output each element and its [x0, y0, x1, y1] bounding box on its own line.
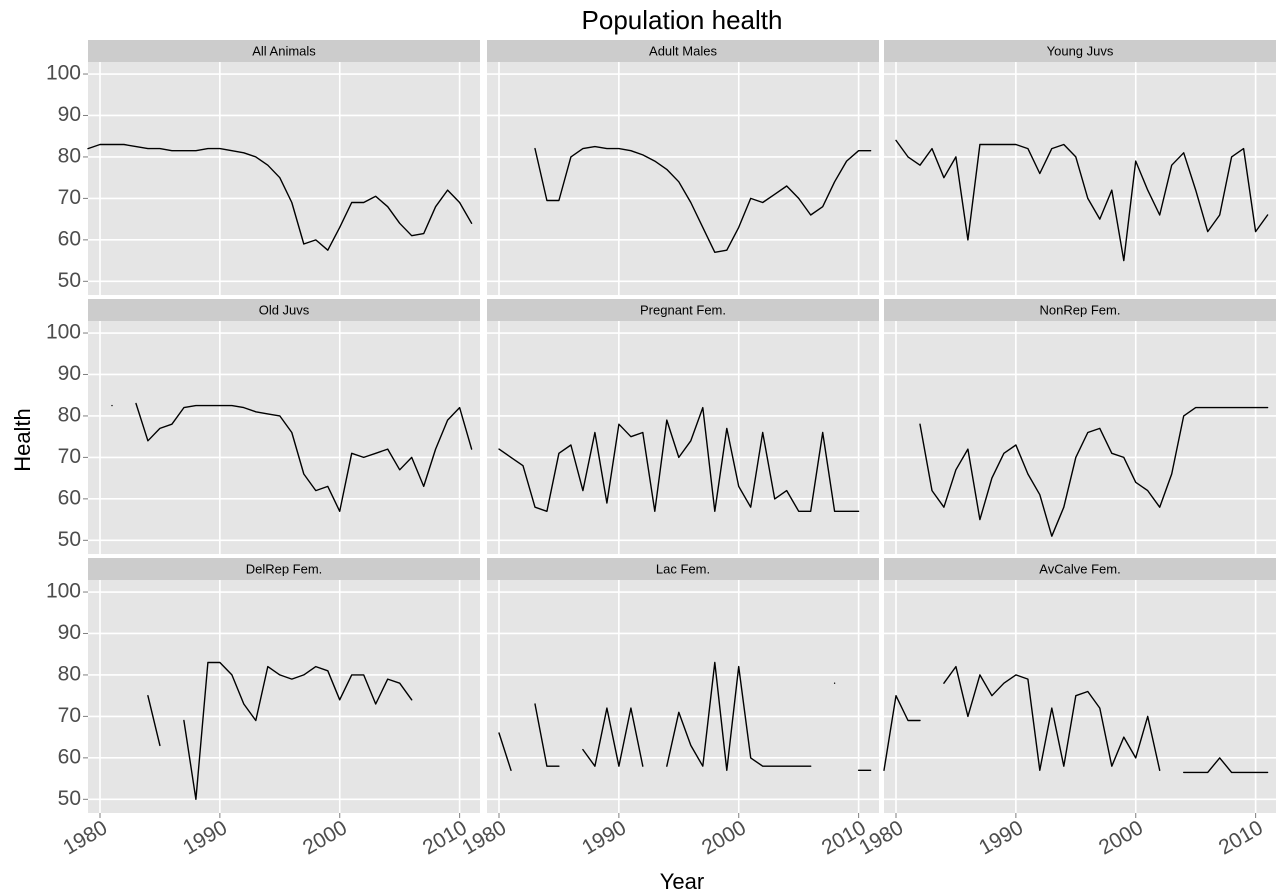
strip	[884, 299, 1276, 321]
y-tick-label: 70	[58, 445, 81, 468]
x-tick-label: 1990	[578, 816, 630, 859]
health-line	[919, 406, 1269, 537]
y-tick-label: 80	[58, 403, 81, 426]
facet-title: Lac Fem.	[656, 561, 710, 576]
x-tick-label: 1980	[855, 816, 907, 859]
panel	[884, 62, 1276, 295]
x-tick-label: 1980	[59, 816, 111, 859]
y-tick-label: 60	[58, 745, 81, 768]
facet-title: AvCalve Fem.	[1039, 561, 1120, 576]
y-tick-label: 90	[58, 362, 81, 385]
y-tick-label: 100	[46, 580, 81, 603]
x-tick-label: 1980	[458, 816, 510, 859]
x-tick-label: 2010	[1215, 816, 1267, 859]
x-axis-label: Year	[660, 869, 704, 894]
x-tick-label: 2000	[698, 816, 750, 859]
panel	[487, 321, 879, 554]
facet-title: Pregnant Fem.	[640, 302, 726, 317]
y-tick-label: 100	[46, 62, 81, 85]
panel	[487, 62, 879, 295]
strip	[487, 299, 879, 321]
y-tick-label: 80	[58, 662, 81, 685]
panel	[88, 62, 480, 295]
y-tick-label: 60	[58, 486, 81, 509]
panel	[884, 321, 1276, 554]
y-tick-label: 50	[58, 269, 81, 292]
health-line	[895, 139, 1269, 262]
y-axis-label: Health	[10, 408, 35, 472]
facet-title: Young Juvs	[1047, 43, 1114, 58]
strip	[487, 558, 879, 580]
x-tick-label: 2000	[1095, 816, 1147, 859]
y-tick-label: 70	[58, 704, 81, 727]
health-line	[147, 661, 413, 800]
x-tick-label: 2000	[299, 816, 351, 859]
panel	[884, 580, 1276, 813]
health-line	[498, 406, 860, 512]
strip	[88, 299, 480, 321]
y-tick-label: 90	[58, 621, 81, 644]
panel	[88, 580, 480, 813]
y-tick-label: 50	[58, 528, 81, 551]
facet-title: Adult Males	[649, 43, 717, 58]
y-tick-label: 100	[46, 321, 81, 344]
strip	[884, 40, 1276, 62]
health-line	[498, 661, 872, 771]
y-tick-label: 50	[58, 787, 81, 810]
y-tick-label: 80	[58, 144, 81, 167]
strip	[884, 558, 1276, 580]
y-tick-label: 60	[58, 227, 81, 250]
x-tick-label: 1990	[179, 816, 231, 859]
strip	[88, 40, 480, 62]
health-line	[87, 143, 473, 251]
panel	[487, 580, 879, 813]
facet-title: DelRep Fem.	[246, 561, 323, 576]
facet-title: NonRep Fem.	[1040, 302, 1121, 317]
facet-title: Old Juvs	[259, 302, 310, 317]
panel	[88, 321, 480, 554]
health-line	[883, 665, 1269, 774]
chart-title: Population health	[582, 5, 783, 35]
x-tick-label: 1990	[975, 816, 1027, 859]
facet-title: All Animals	[252, 43, 316, 58]
strip	[88, 558, 480, 580]
y-tick-label: 70	[58, 186, 81, 209]
strip	[487, 40, 879, 62]
health-line	[111, 402, 473, 512]
health-line	[534, 145, 872, 253]
y-tick-label: 90	[58, 103, 81, 126]
